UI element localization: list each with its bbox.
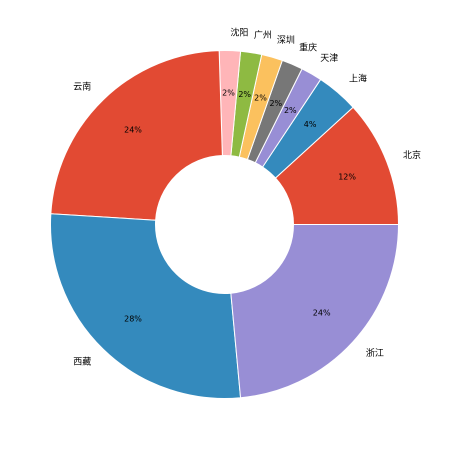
percent-labels-group: 12%4%2%2%2%2%2%24%28%24% [124, 89, 356, 324]
percent-label-4: 2% [254, 94, 267, 103]
percent-label-1: 4% [304, 120, 317, 129]
percent-label-2: 2% [284, 106, 297, 115]
category-label-3: 重庆 [299, 42, 317, 54]
percent-label-0: 12% [338, 173, 356, 182]
percent-label-6: 2% [222, 89, 235, 98]
slices-group [50, 50, 400, 399]
category-label-2: 天津 [320, 53, 338, 64]
category-label-5: 广州 [254, 29, 272, 41]
slice-7 [50, 50, 223, 221]
percent-label-8: 28% [124, 314, 142, 323]
category-label-8: 西藏 [73, 355, 91, 367]
category-label-1: 上海 [349, 73, 367, 85]
slice-8 [50, 213, 242, 399]
percent-label-7: 24% [124, 126, 142, 135]
percent-label-3: 2% [269, 99, 282, 108]
category-label-9: 浙江 [366, 347, 384, 359]
category-label-7: 云南 [73, 81, 91, 93]
percent-label-9: 24% [313, 309, 331, 318]
category-label-0: 北京 [403, 149, 421, 161]
percent-label-5: 2% [238, 90, 251, 99]
slice-9 [230, 224, 400, 399]
category-label-4: 深圳 [277, 35, 295, 46]
category-label-6: 沈阳 [230, 27, 248, 39]
